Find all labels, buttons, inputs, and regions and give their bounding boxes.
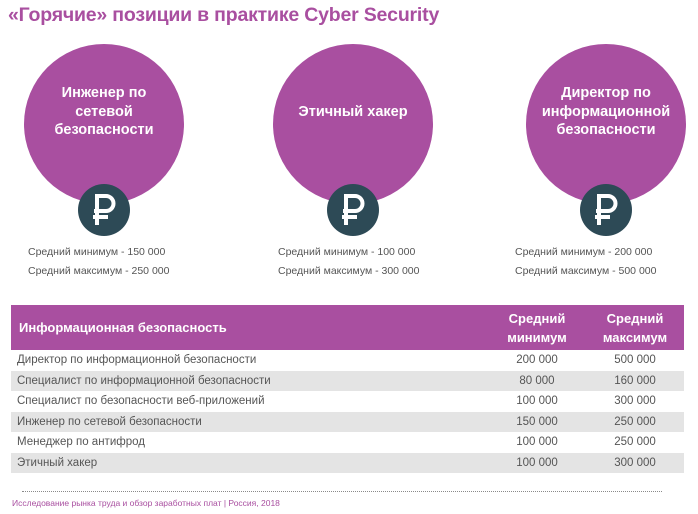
salary-table: Информационная безопасность Средний мини…	[11, 305, 684, 473]
cell-min: 100 000	[516, 395, 558, 408]
cell-position: Инженер по сетевой безопасности	[17, 415, 202, 428]
table-row: Менеджер по антифрод 100 000 250 000	[11, 432, 684, 453]
cell-max: 250 000	[614, 436, 656, 449]
cell-max: 500 000	[614, 354, 656, 367]
cell-min: 200 000	[516, 354, 558, 367]
card-salary-max: Средний максимум - 250 000	[28, 265, 170, 277]
cell-min: 80 000	[519, 374, 555, 387]
column-header-min: Средний минимум	[507, 310, 567, 345]
card-salary-min: Средний минимум - 200 000	[515, 246, 653, 258]
table-row: Этичный хакер 100 000 300 000	[11, 452, 684, 473]
cell-position: Директор по информационной безопасности	[17, 354, 257, 367]
position-circle: Этичный хакер	[273, 44, 433, 204]
footer-source: Исследование рынка труда и обзор заработ…	[12, 498, 280, 508]
table-row: Специалист по безопасности веб-приложени…	[11, 391, 684, 412]
position-title: Инженер по сетевой безопасности	[54, 85, 154, 139]
cell-min: 150 000	[516, 415, 558, 428]
table-row: Инженер по сетевой безопасности 150 000 …	[11, 411, 684, 432]
ruble-icon	[78, 184, 130, 236]
footer-divider	[22, 491, 662, 492]
table-header-row: Информационная безопасность Средний мини…	[11, 305, 684, 350]
ruble-icon	[327, 184, 379, 236]
position-title: Этичный хакер	[298, 103, 408, 120]
table-row: Специалист по информационной безопасност…	[11, 370, 684, 391]
cell-max: 300 000	[614, 456, 656, 469]
cell-max: 300 000	[614, 395, 656, 408]
position-circle: Инженер по сетевой безопасности	[24, 44, 184, 204]
column-header-position: Информационная безопасность	[19, 320, 227, 335]
cell-position: Менеджер по антифрод	[17, 436, 145, 449]
ruble-icon	[580, 184, 632, 236]
position-title: Директор по информационной безопасности	[541, 85, 671, 139]
table-row: Директор по информационной безопасности …	[11, 350, 684, 371]
position-circle: Директор по информационной безопасности	[526, 44, 686, 204]
card-salary-min: Средний минимум - 150 000	[28, 246, 166, 258]
cell-position: Специалист по безопасности веб-приложени…	[17, 395, 265, 408]
card-salary-max: Средний максимум - 300 000	[278, 265, 420, 277]
column-header-max: Средний максимум	[602, 310, 668, 345]
card-salary-min: Средний минимум - 100 000	[278, 246, 416, 258]
cell-max: 250 000	[614, 415, 656, 428]
page-title: «Горячие» позиции в практике Cyber Secur…	[8, 4, 440, 26]
cell-position: Этичный хакер	[17, 456, 98, 469]
cell-position: Специалист по информационной безопасност…	[17, 374, 271, 387]
cell-max: 160 000	[614, 374, 656, 387]
cell-min: 100 000	[516, 436, 558, 449]
cell-min: 100 000	[516, 456, 558, 469]
card-salary-max: Средний максимум - 500 000	[515, 265, 657, 277]
